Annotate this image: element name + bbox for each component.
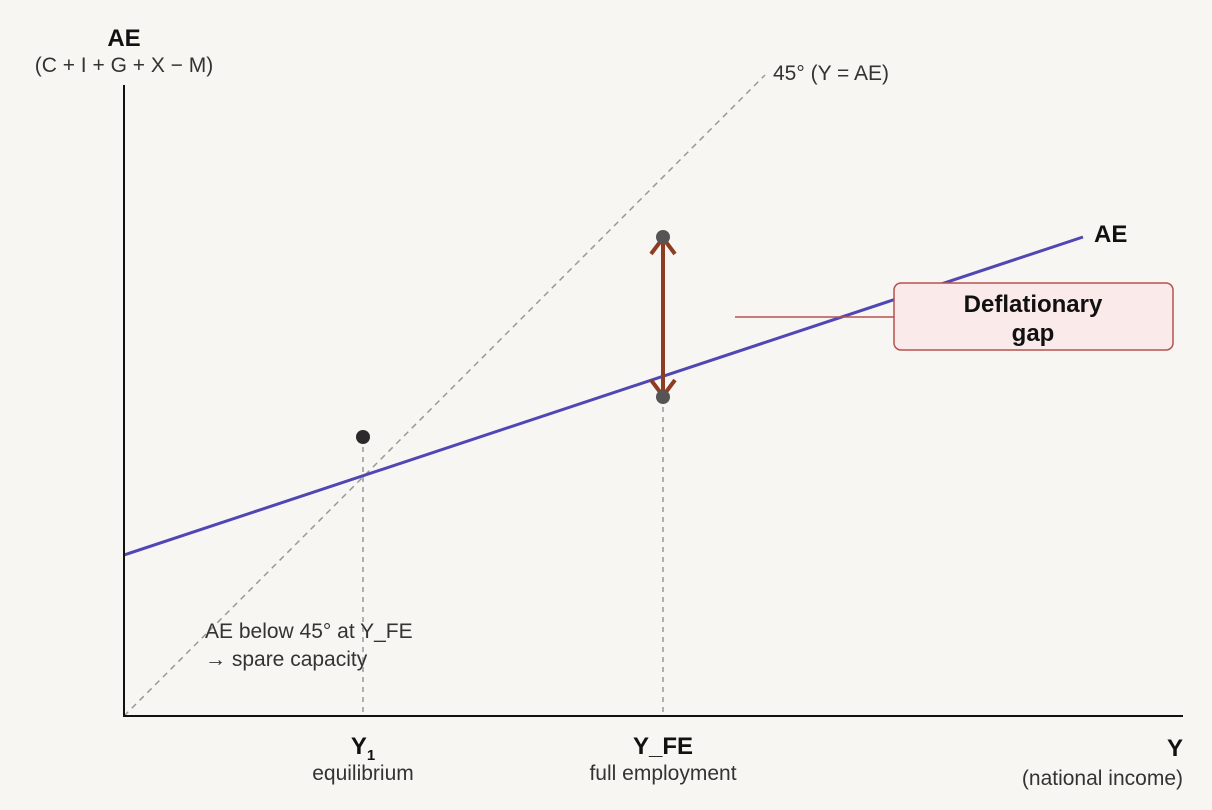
marker-label: Y1: [351, 733, 375, 764]
marker-label: Y_FE: [633, 733, 693, 760]
point: [656, 390, 670, 404]
reference-line: [123, 74, 766, 717]
marker-label: Y: [351, 733, 367, 760]
callout-text: gap: [1012, 320, 1055, 347]
y-axis-subtitle: (C + I + G + X − M): [35, 54, 214, 77]
marker-subscript: 1: [367, 747, 375, 764]
annotation: → spare capacity: [205, 648, 368, 671]
y-axis-title: AE: [107, 25, 140, 52]
line-label: 45° (Y = AE): [773, 62, 889, 85]
x-axis-title: Y: [1167, 735, 1183, 762]
line-label: AE: [1094, 221, 1127, 248]
marker-caption: full employment: [589, 762, 736, 785]
marker-caption: equilibrium: [312, 762, 414, 785]
callout-text: Deflationary: [964, 291, 1103, 318]
point: [656, 230, 670, 244]
x-axis-subtitle: (national income): [1022, 767, 1183, 790]
callout-box: [893, 282, 1174, 351]
point: [356, 430, 370, 444]
annotation: AE below 45° at Y_FE: [205, 620, 413, 643]
